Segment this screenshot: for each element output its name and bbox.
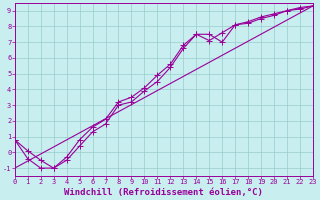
X-axis label: Windchill (Refroidissement éolien,°C): Windchill (Refroidissement éolien,°C) — [64, 188, 263, 197]
